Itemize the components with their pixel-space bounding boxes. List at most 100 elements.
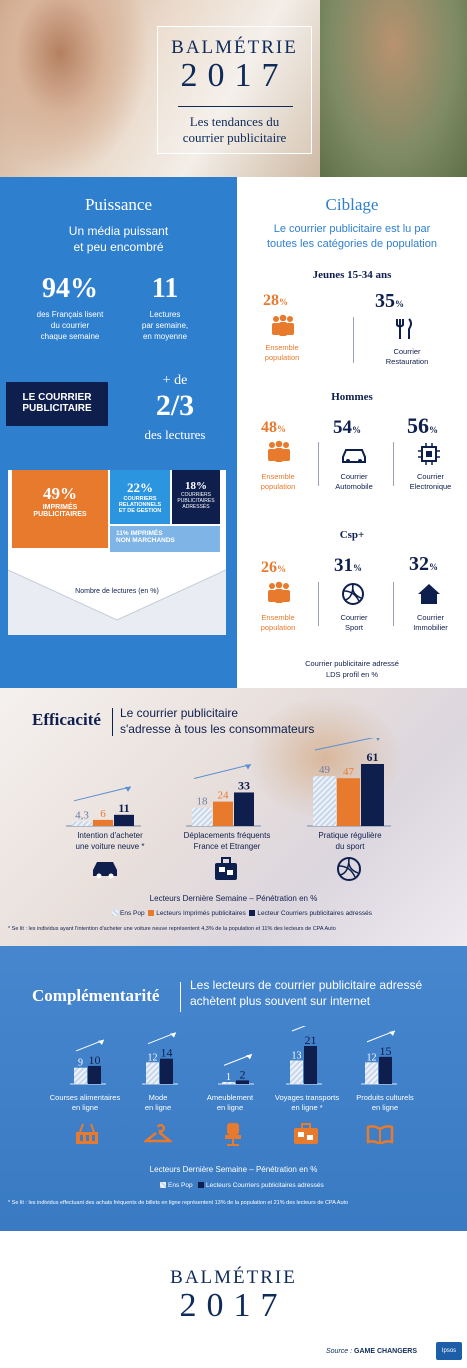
chart-bar <box>234 792 254 826</box>
people-icon <box>268 581 290 603</box>
g1-b-l1: Courrier <box>393 347 421 356</box>
chair-icon <box>225 1123 241 1146</box>
g1-a-l1: Ensemble <box>265 343 299 352</box>
g3-c-pct: % <box>429 562 438 572</box>
g1-b-pct: % <box>395 299 404 309</box>
g3-c-value: 32% <box>409 553 438 576</box>
basket-icon <box>76 1123 98 1144</box>
comp-c4-l2: en ligne <box>291 1103 318 1112</box>
chart-bar <box>146 1062 159 1084</box>
trend-arrow <box>193 763 252 779</box>
env-adr-l3: ADRESSÉS <box>182 504 210 510</box>
efficacite-sub-2: s'adresse à tous les consommateurs <box>120 722 315 736</box>
suitcase-icon <box>294 1123 318 1144</box>
g3-b-value: 31% <box>334 555 362 577</box>
des-lectures: des lectures <box>144 427 206 442</box>
ciblage-group-jeunes: Jeunes 15-34 ans <box>312 269 392 281</box>
trend-arrow-head <box>389 1030 395 1036</box>
g3-b-l1: Courrier <box>340 613 368 622</box>
comp-c5-l1: Produits culturels <box>356 1093 414 1102</box>
chart-bar <box>213 801 233 826</box>
chart-value-label: 33 <box>238 778 250 792</box>
ciblage-intro-2: toutes les catégories de population <box>266 238 437 250</box>
fraction-2-3: 2/3 <box>155 389 195 422</box>
chart-value-label: 15 <box>380 1044 392 1058</box>
ipsos-logo: Ipsos <box>436 1342 462 1360</box>
env-adresses: 18% COURRIERS PUBLICITAIRES ADRESSÉS <box>172 470 220 524</box>
chart-bar <box>379 1056 392 1084</box>
chart-bar <box>337 778 360 826</box>
chart-bar <box>93 819 113 826</box>
chart-value-label: 18 <box>197 796 209 808</box>
envelope: 49% IMPRIMÉS PUBLICITAIRES 22% COURRIERS… <box>8 470 226 635</box>
envelope-flap <box>8 569 226 635</box>
legend-cour-swatch <box>198 1182 204 1189</box>
eff-g3-l2: du sport <box>335 842 365 851</box>
efficacite-section: Efficacité Le courrier publicitaire s'ad… <box>0 688 467 946</box>
g3-a-l1: Ensemble <box>261 613 295 622</box>
chart-bar <box>72 821 92 826</box>
trend-arrow-head <box>246 1054 252 1060</box>
env-caption: Nombre de lectures (en %) <box>75 588 159 595</box>
chip-icon <box>418 443 440 465</box>
trend-arrow <box>291 1026 307 1032</box>
brand-year: 2017 <box>180 57 289 94</box>
comp-c1-l2: en ligne <box>71 1103 99 1112</box>
house-icon <box>418 584 440 604</box>
stat-94-label-2: du courrier <box>50 321 90 330</box>
puissance-tagline-2: et peu encombré <box>73 240 164 254</box>
g2-a-pct: % <box>277 424 286 434</box>
eff-g1-l2-wrap: une voiture neuve * <box>60 842 160 851</box>
comp-c2-l2: en ligne <box>144 1103 172 1112</box>
g3-b-number: 31 <box>334 555 353 576</box>
trend-arrow-head <box>245 764 251 770</box>
ciblage-foot-2: LDS profil en % <box>325 670 379 679</box>
puissance-tagline-1: Un média puissant <box>68 224 169 238</box>
chart-value-label: 12 <box>367 1052 377 1063</box>
g2-b-number: 54 <box>333 417 352 438</box>
comp-c1-l1: Courses alimentaires <box>49 1093 121 1102</box>
g3-b-pct: % <box>353 563 362 573</box>
env-imprimes: 49% IMPRIMÉS PUBLICITAIRES <box>12 470 108 548</box>
env-imprimes-l2: PUBLICITAIRES <box>33 511 87 518</box>
g3-a-number: 26 <box>261 559 277 576</box>
footer-source: Source : GAME CHANGERS <box>326 1348 417 1355</box>
g2-a-l2: population <box>260 482 296 491</box>
chart-bar <box>222 1082 235 1084</box>
comp-c4-star: * <box>319 1103 323 1112</box>
g2-c-number: 56 <box>407 413 429 438</box>
g1-a-l2: population <box>264 353 300 362</box>
chart-bar <box>114 814 134 826</box>
g2-c-value: 56% <box>407 413 438 439</box>
badge-line-1: LE COURRIER <box>22 392 92 403</box>
g3-a-pct: % <box>277 564 286 574</box>
legend-cour: Lecteurs Courriers publicitaires adressé… <box>206 1182 324 1189</box>
ciblage-foot-1: Courrier publicitaire adressé <box>305 659 399 668</box>
g2-b-l1: Courrier <box>340 472 368 481</box>
comp-legend: Ens Pop Lecteurs Courriers publicitaires… <box>160 1182 324 1189</box>
g1-b-value: 35% <box>375 290 404 313</box>
chart-bar <box>160 1058 173 1084</box>
header-photo: BALMÉTRIE 2017 Les tendances du courrier… <box>0 0 467 177</box>
env-adr-pct: 18% <box>185 480 207 492</box>
comp-c3-l2: en ligne <box>216 1103 244 1112</box>
g3-a-l2: population <box>260 623 296 632</box>
chart-bar <box>361 764 384 826</box>
chart-value-label: 10 <box>89 1053 101 1067</box>
chart-bar <box>290 1060 303 1084</box>
g2-a-value: 48% <box>261 419 286 437</box>
source-name: GAME CHANGERS <box>354 1348 418 1355</box>
env-rel-l2: RELATIONNELS <box>118 502 162 508</box>
comp-note: * Se lit : les individus effectuant des … <box>8 1200 349 1206</box>
eff-g1-star: * <box>141 842 145 851</box>
complementarite-section: Complémentarité Les lecteurs de courrier… <box>0 946 467 1231</box>
chart-bar <box>88 1065 101 1084</box>
chart-value-label: 21 <box>305 1033 317 1047</box>
cutlery-icon <box>396 318 412 339</box>
g2-a-number: 48 <box>261 419 277 436</box>
trend-arrow <box>73 786 132 802</box>
stat-11-label-1: Lectures <box>149 310 181 319</box>
comp-sub-1: Les lecteurs de courrier publicitaire ad… <box>190 978 423 992</box>
